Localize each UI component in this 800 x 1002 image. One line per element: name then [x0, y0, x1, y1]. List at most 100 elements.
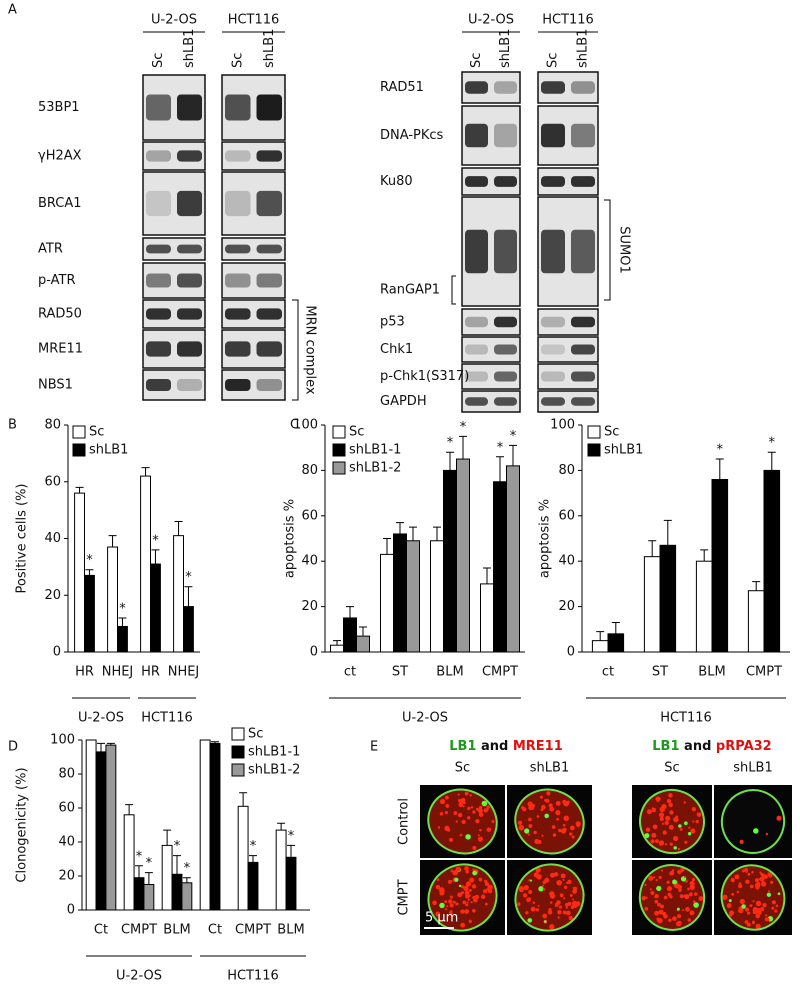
focus [663, 914, 668, 919]
legend-swatch [231, 763, 245, 777]
lane-label: Sc [230, 53, 245, 68]
focus [726, 903, 732, 909]
focus [557, 910, 562, 915]
legend-swatch [72, 443, 86, 457]
stain-joiner: and [684, 739, 711, 754]
x-tick-label: CMPT [235, 923, 271, 938]
focus [762, 902, 767, 908]
group-label: U-2-OS [78, 711, 124, 726]
focus [771, 900, 776, 905]
focus [664, 843, 668, 846]
focus [480, 894, 486, 899]
blot-band [146, 150, 171, 162]
focus [655, 839, 659, 844]
focus [649, 888, 652, 891]
stain-target: MRE11 [513, 739, 563, 754]
focus [565, 910, 571, 916]
error-bar [106, 742, 115, 746]
focus [658, 840, 665, 846]
focus [644, 907, 649, 911]
focus [457, 812, 463, 818]
focus [651, 807, 657, 813]
focus [754, 878, 760, 883]
y-tick-label: 60 [44, 474, 61, 489]
focus [687, 832, 692, 836]
lane-label: Sc [546, 53, 561, 68]
legend-swatch [332, 425, 346, 439]
protein-label: p-ATR [38, 273, 76, 288]
focus [473, 897, 478, 903]
focus [439, 812, 444, 816]
error-bar [648, 540, 657, 557]
significance-marker: * [152, 533, 159, 548]
focus [487, 889, 493, 894]
bar [95, 751, 107, 911]
blot-strip [461, 71, 521, 104]
blot-band [465, 176, 488, 187]
stain-title: LB1 and MRE11 [449, 739, 563, 754]
focus [540, 808, 544, 812]
focus [537, 904, 540, 907]
focus [530, 879, 533, 882]
focus [693, 892, 698, 896]
lamina [427, 788, 498, 855]
error-bar [184, 586, 193, 607]
lane-label: Sc [469, 53, 484, 68]
focus [737, 883, 743, 889]
bar [105, 744, 117, 911]
focus [472, 868, 475, 872]
focus [528, 824, 533, 828]
error-bar [459, 435, 467, 460]
blot-band [465, 344, 488, 355]
lamina [638, 864, 706, 931]
focus [728, 899, 732, 903]
focus [542, 884, 545, 887]
error-bar [97, 742, 105, 752]
bar [330, 644, 344, 653]
x-tick-label: ct [602, 665, 614, 680]
blot-band [465, 397, 488, 406]
legend-label: shLB1 [604, 443, 643, 458]
focus [467, 806, 471, 811]
y-tick-label: 60 [301, 508, 318, 523]
focus [461, 819, 466, 825]
blot-band [465, 81, 488, 94]
cell-line-label: U-2-OS [151, 13, 197, 28]
bar [443, 469, 457, 653]
focus [687, 887, 690, 891]
focus [471, 908, 476, 913]
focus [462, 900, 467, 905]
focus [646, 809, 652, 815]
focus [746, 922, 751, 927]
focus [759, 906, 765, 912]
focus [465, 869, 470, 874]
focus [452, 900, 456, 904]
x-tick-label: CMPT [482, 665, 518, 680]
blot-band [225, 341, 251, 357]
focus [766, 892, 772, 897]
focus [770, 880, 774, 885]
bar [183, 606, 194, 653]
legend-label: shLB1-1 [248, 745, 300, 760]
error-bar [715, 458, 724, 480]
y-tick-label: 40 [558, 554, 575, 569]
focus [523, 884, 529, 891]
focus [729, 913, 733, 917]
focus [730, 877, 735, 883]
bar [173, 535, 185, 653]
focus [454, 877, 459, 882]
legend-label: Sc [604, 425, 619, 440]
focus [771, 906, 775, 910]
focus [484, 879, 488, 884]
protein-label: GAPDH [380, 394, 427, 409]
focus [666, 798, 672, 804]
bar [763, 469, 781, 653]
focus [472, 870, 478, 876]
focus [677, 847, 681, 851]
focus [689, 892, 693, 896]
focus [683, 875, 686, 878]
y-tick-label: 40 [58, 835, 75, 850]
blot-band [225, 273, 251, 288]
lamina [639, 788, 705, 855]
focus [460, 891, 465, 895]
